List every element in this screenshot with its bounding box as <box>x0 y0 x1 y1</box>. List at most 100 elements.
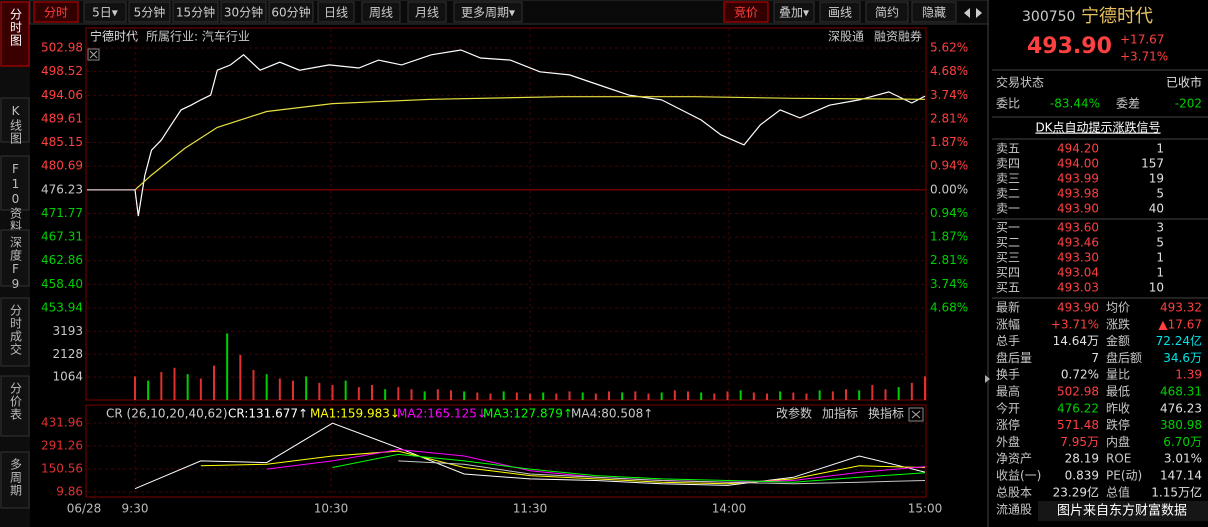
status-label: 交易状态 <box>996 75 1044 90</box>
book-label: 卖五 <box>996 142 1020 156</box>
volume-bar <box>489 393 492 400</box>
price-tick-label: 485.15 <box>41 135 83 149</box>
pct-tick-label: 1.87% <box>930 135 968 149</box>
stat-label: 净资产 <box>996 452 1032 466</box>
stat-label: 涨跌 <box>1106 316 1130 331</box>
price-tick-label: 471.77 <box>41 206 83 220</box>
side-tab[interactable] <box>0 451 30 509</box>
stat-label: 流通股 <box>996 503 1032 517</box>
toolbar-button[interactable] <box>865 1 909 23</box>
side-tab-label: 分价表 <box>9 382 23 421</box>
pct-tick-label: 4.68% <box>930 64 968 78</box>
side-tab-label: F10资料 <box>9 162 23 233</box>
toolbar-tab[interactable] <box>172 1 219 23</box>
indicator-line <box>332 453 926 483</box>
change-pct: +3.71% <box>1120 50 1168 64</box>
stat-label: 均价 <box>1106 301 1130 315</box>
side-tab[interactable] <box>0 229 30 287</box>
volume-bar <box>924 376 926 400</box>
volume-bar <box>792 392 795 400</box>
volume-bar <box>871 384 874 400</box>
toolbar-tab-label: 日线 <box>324 6 348 20</box>
collapse-arrow[interactable] <box>985 375 990 383</box>
volume-bar <box>726 391 729 400</box>
side-tab[interactable] <box>0 97 30 143</box>
side-tab[interactable] <box>0 297 30 367</box>
toolbar-button[interactable] <box>819 1 861 23</box>
volume-bar <box>384 389 387 400</box>
toolbar-button[interactable] <box>911 1 957 23</box>
indicator-tick-label: 9.86 <box>56 485 83 499</box>
volume-tick-label: 3193 <box>52 324 83 338</box>
watermark: 图片来自东方财富数据 <box>1057 503 1187 519</box>
stat-value: 380.98 <box>1160 418 1202 432</box>
price-line <box>134 49 926 217</box>
indicator-button[interactable]: 换指标 <box>868 406 904 421</box>
book-label: 买四 <box>996 266 1020 280</box>
volume-bar <box>397 387 400 400</box>
toolbar-tab[interactable] <box>220 1 267 23</box>
toolbar-tab-label: 更多周期▾ <box>461 6 515 20</box>
toolbar-tab[interactable] <box>83 1 127 23</box>
indicator-button[interactable]: 加指标 <box>822 406 858 421</box>
price-tick-label: 467.31 <box>41 230 83 244</box>
ratio-value: -202 <box>1175 97 1202 111</box>
book-price: 493.98 <box>1057 187 1099 201</box>
toolbar-tab[interactable] <box>407 1 447 23</box>
book-price: 493.04 <box>1057 266 1099 280</box>
volume-bar <box>265 374 268 400</box>
toolbar-tab[interactable] <box>361 1 401 23</box>
volume-bar <box>608 391 610 400</box>
toolbar-button-label: 画线 <box>828 6 852 20</box>
pct-tick-label: 1.87% <box>930 230 968 244</box>
price-tick-label: 489.61 <box>41 111 83 125</box>
toolbar-tab[interactable] <box>268 1 314 23</box>
side-tab-label: 分时成交 <box>9 304 23 356</box>
volume-bar <box>147 380 150 400</box>
signal-link[interactable]: DK点自动提示涨跌信号 <box>1035 120 1160 135</box>
book-label: 卖二 <box>996 187 1020 201</box>
next-arrow[interactable] <box>976 8 982 18</box>
indicator-button[interactable]: 改参数 <box>776 406 812 421</box>
side-tab[interactable] <box>0 155 30 211</box>
stat-value: 476.22 <box>1057 401 1099 415</box>
stat-label: 收益(一) <box>996 469 1041 483</box>
stat-label: 今开 <box>996 400 1020 415</box>
stat-value: +3.71% <box>1051 317 1099 331</box>
toolbar-button[interactable] <box>773 1 815 23</box>
volume-bar <box>831 391 834 400</box>
toolbar-tab[interactable] <box>33 1 79 23</box>
toolbar-tab[interactable] <box>317 1 355 23</box>
toolbar-tab-label: 周线 <box>369 6 393 20</box>
volume-bar <box>845 389 847 400</box>
book-price: 494.00 <box>1057 157 1099 171</box>
toolbar-tab[interactable] <box>128 1 171 23</box>
prev-arrow[interactable] <box>964 8 970 18</box>
toolbar-tab[interactable] <box>453 1 523 23</box>
price-tick-label: 480.69 <box>41 159 83 173</box>
pct-tick-label: 3.74% <box>930 88 968 102</box>
volume-bar <box>581 392 584 400</box>
toolbar-tab-label: 30分钟 <box>224 5 263 20</box>
stat-value: 468.31 <box>1160 385 1202 399</box>
side-tab[interactable] <box>0 375 30 437</box>
close-box[interactable] <box>87 48 100 61</box>
close-box[interactable] <box>908 407 924 422</box>
volume-bar <box>621 392 624 400</box>
toolbar-button-label: 竞价 <box>734 6 758 20</box>
book-volume: 3 <box>1156 221 1164 235</box>
volume-bar <box>515 392 518 400</box>
indicator-line <box>398 460 926 485</box>
pct-tick-label: 5.62% <box>930 41 968 55</box>
volume-bar <box>555 393 558 400</box>
toolbar-button[interactable] <box>723 1 769 23</box>
stat-value: 34.6万 <box>1163 351 1202 365</box>
volume-bar <box>897 387 900 400</box>
volume-bar <box>278 378 281 400</box>
close-icon <box>911 410 921 419</box>
book-volume: 19 <box>1149 172 1164 186</box>
side-tab[interactable] <box>0 1 30 67</box>
volume-bar <box>410 389 413 400</box>
time-label: 10:30 <box>314 502 349 516</box>
book-volume: 10 <box>1149 281 1164 295</box>
